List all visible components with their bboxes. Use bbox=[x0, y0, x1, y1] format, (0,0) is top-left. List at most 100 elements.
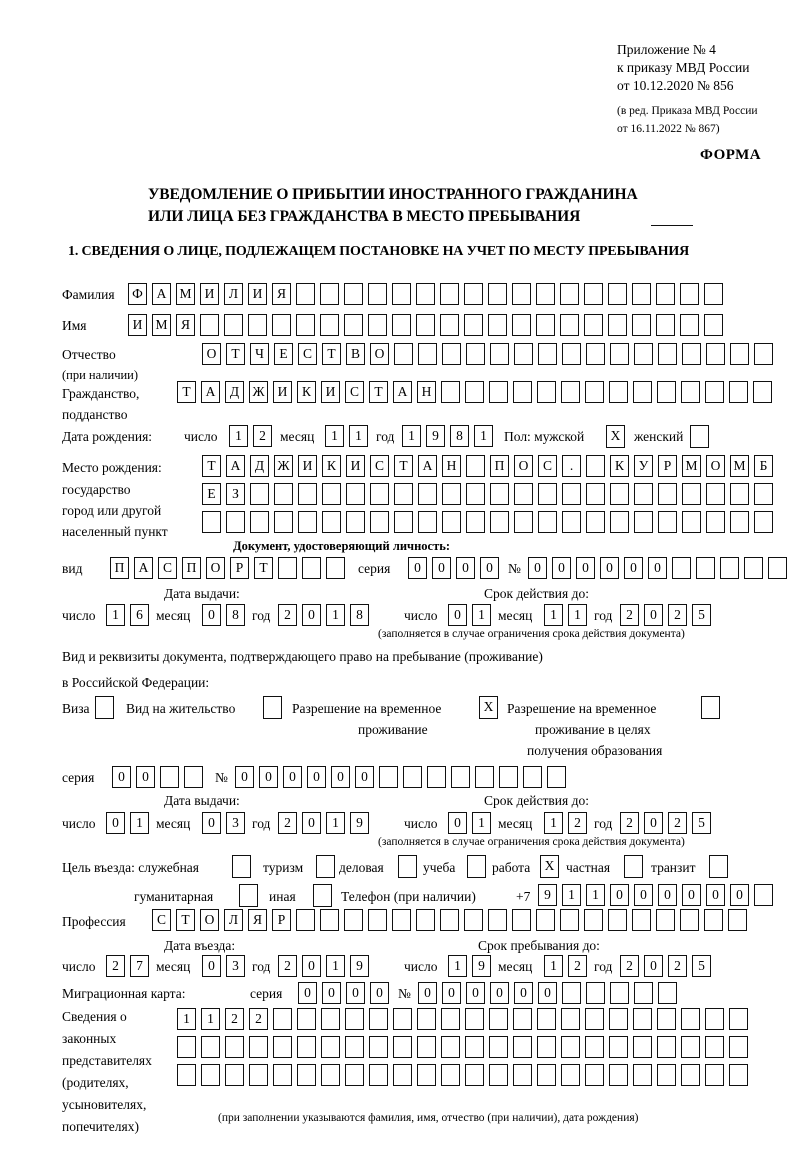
char-box[interactable] bbox=[609, 1064, 628, 1086]
char-box[interactable]: 0 bbox=[644, 955, 663, 977]
char-box[interactable]: К bbox=[610, 455, 629, 477]
char-box[interactable]: 0 bbox=[370, 982, 389, 1004]
char-box[interactable] bbox=[632, 909, 651, 931]
char-box[interactable]: 2 bbox=[668, 812, 687, 834]
char-box[interactable]: 1 bbox=[544, 955, 563, 977]
char-box[interactable] bbox=[681, 1008, 700, 1030]
char-box[interactable]: 9 bbox=[538, 884, 557, 906]
char-box[interactable] bbox=[200, 314, 219, 336]
char-box[interactable] bbox=[499, 766, 518, 788]
char-box[interactable] bbox=[321, 1008, 340, 1030]
char-box[interactable] bbox=[561, 381, 580, 403]
char-box[interactable]: З bbox=[226, 483, 245, 505]
char-box[interactable] bbox=[272, 314, 291, 336]
char-box[interactable]: 1 bbox=[544, 604, 563, 626]
char-box[interactable] bbox=[392, 283, 411, 305]
char-box[interactable]: 2 bbox=[278, 604, 297, 626]
char-box[interactable]: 0 bbox=[432, 557, 451, 579]
char-box[interactable] bbox=[584, 314, 603, 336]
char-box[interactable] bbox=[562, 483, 581, 505]
char-box[interactable] bbox=[681, 1064, 700, 1086]
char-box[interactable] bbox=[672, 557, 691, 579]
char-box[interactable]: Я bbox=[176, 314, 195, 336]
char-box[interactable]: 5 bbox=[692, 604, 711, 626]
char-box[interactable] bbox=[657, 1036, 676, 1058]
char-box[interactable] bbox=[273, 1036, 292, 1058]
char-box[interactable] bbox=[744, 557, 763, 579]
char-box[interactable] bbox=[344, 314, 363, 336]
char-box[interactable] bbox=[297, 1036, 316, 1058]
char-box[interactable]: 1 bbox=[325, 425, 344, 447]
char-box[interactable] bbox=[369, 1036, 388, 1058]
char-box[interactable] bbox=[561, 1008, 580, 1030]
char-box[interactable]: 1 bbox=[326, 955, 345, 977]
char-box[interactable] bbox=[705, 1036, 724, 1058]
char-box[interactable] bbox=[297, 1064, 316, 1086]
char-box[interactable] bbox=[345, 1036, 364, 1058]
char-box[interactable]: 0 bbox=[480, 557, 499, 579]
char-box[interactable]: 1 bbox=[326, 812, 345, 834]
char-box[interactable]: Т bbox=[369, 381, 388, 403]
char-box[interactable]: 0 bbox=[552, 557, 571, 579]
char-box[interactable]: Н bbox=[442, 455, 461, 477]
char-box[interactable] bbox=[705, 1008, 724, 1030]
char-box[interactable] bbox=[297, 1008, 316, 1030]
char-box[interactable] bbox=[514, 483, 533, 505]
char-box[interactable]: 6 bbox=[130, 604, 149, 626]
char-box[interactable] bbox=[608, 909, 627, 931]
char-box[interactable]: О bbox=[514, 455, 533, 477]
legal-rep-boxes-row-2[interactable] bbox=[177, 1036, 748, 1058]
char-box[interactable] bbox=[464, 283, 483, 305]
birth-place-boxes-row-3[interactable] bbox=[202, 511, 773, 533]
char-box[interactable] bbox=[490, 511, 509, 533]
char-box[interactable]: 0 bbox=[610, 884, 629, 906]
char-box[interactable]: 8 bbox=[226, 604, 245, 626]
char-box[interactable] bbox=[561, 1064, 580, 1086]
char-box[interactable]: 5 bbox=[692, 812, 711, 834]
char-box[interactable] bbox=[634, 483, 653, 505]
char-box[interactable] bbox=[562, 343, 581, 365]
temp-education-checkbox[interactable] bbox=[701, 696, 720, 719]
char-box[interactable] bbox=[490, 343, 509, 365]
char-box[interactable] bbox=[729, 381, 748, 403]
char-box[interactable]: 3 bbox=[226, 955, 245, 977]
char-box[interactable]: 2 bbox=[106, 955, 125, 977]
char-box[interactable] bbox=[706, 343, 725, 365]
char-box[interactable]: 0 bbox=[644, 604, 663, 626]
char-box[interactable] bbox=[417, 1064, 436, 1086]
char-box[interactable] bbox=[632, 283, 651, 305]
char-box[interactable] bbox=[475, 766, 494, 788]
char-box[interactable]: Я bbox=[272, 283, 291, 305]
char-box[interactable]: И bbox=[200, 283, 219, 305]
purpose-other-checkbox[interactable] bbox=[313, 884, 332, 907]
char-box[interactable] bbox=[537, 381, 556, 403]
char-box[interactable]: 2 bbox=[225, 1008, 244, 1030]
char-box[interactable] bbox=[512, 283, 531, 305]
char-box[interactable] bbox=[536, 314, 555, 336]
char-box[interactable]: Д bbox=[250, 455, 269, 477]
char-box[interactable] bbox=[225, 1036, 244, 1058]
purpose-official-checkbox[interactable] bbox=[232, 855, 251, 878]
char-box[interactable] bbox=[465, 1008, 484, 1030]
char-box[interactable]: 2 bbox=[249, 1008, 268, 1030]
char-box[interactable] bbox=[633, 1064, 652, 1086]
char-box[interactable]: 5 bbox=[692, 955, 711, 977]
char-box[interactable] bbox=[393, 1008, 412, 1030]
char-box[interactable]: 0 bbox=[202, 955, 221, 977]
char-box[interactable] bbox=[346, 483, 365, 505]
char-box[interactable] bbox=[394, 483, 413, 505]
char-box[interactable]: 0 bbox=[322, 982, 341, 1004]
char-box[interactable] bbox=[201, 1036, 220, 1058]
char-box[interactable] bbox=[584, 283, 603, 305]
char-box[interactable] bbox=[586, 982, 605, 1004]
char-box[interactable] bbox=[466, 343, 485, 365]
char-box[interactable] bbox=[754, 343, 773, 365]
char-box[interactable] bbox=[729, 1064, 748, 1086]
